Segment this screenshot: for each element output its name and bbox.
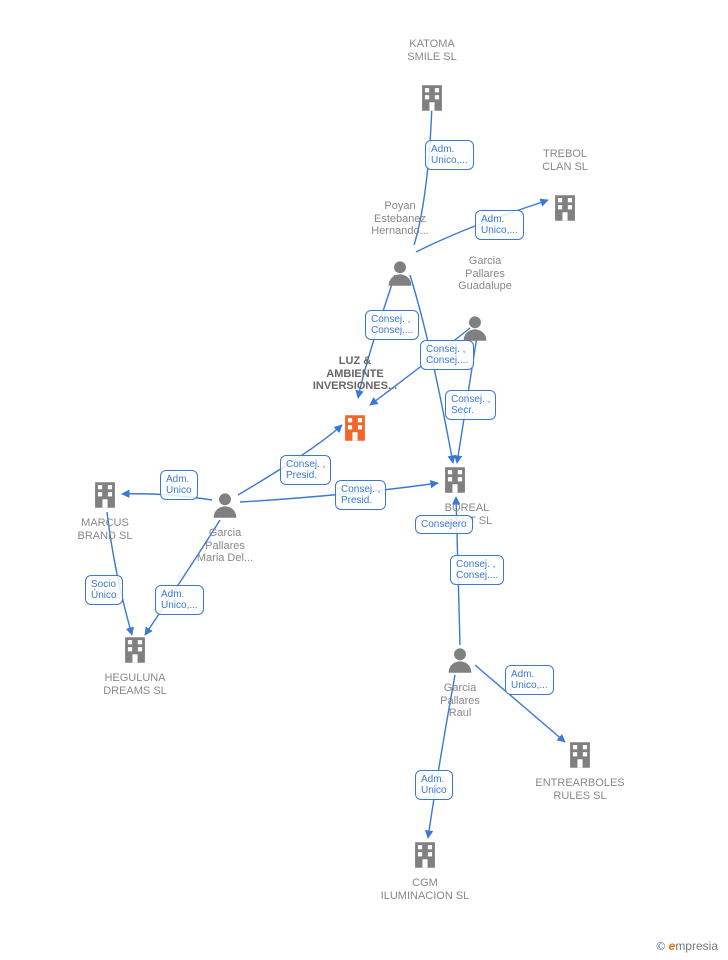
node-label-luz: LUZ & AMBIENTE INVERSIONES... xyxy=(295,355,415,393)
node-heguluna[interactable]: HEGULUNA DREAMS SL xyxy=(75,633,195,697)
copyright-symbol: © xyxy=(656,939,665,953)
edge-label-boreal-raul: Consejero xyxy=(415,515,473,534)
person-icon xyxy=(208,488,242,527)
diagram-canvas: { "type": "network", "background_color":… xyxy=(0,0,728,960)
edge-label-marcus-heguluna: Socio Único xyxy=(85,575,123,605)
node-label-katoma: KATOMA SMILE SL xyxy=(372,38,492,63)
node-label-poyan: Poyan Estebanez Hernando... xyxy=(340,200,460,238)
watermark: © empresia xyxy=(656,939,718,954)
person-icon xyxy=(443,643,477,682)
edge-label-poyan-katoma: Adm. Unico,... xyxy=(425,140,474,170)
edge-label-guadalupe-luz: Consej. , Consej.... xyxy=(420,340,474,370)
edge-label-maria-marcus: Adm. Unico xyxy=(160,470,198,500)
company-icon xyxy=(118,633,152,672)
node-luz[interactable]: LUZ & AMBIENTE INVERSIONES... xyxy=(295,355,415,450)
node-label-heguluna: HEGULUNA DREAMS SL xyxy=(75,672,195,697)
node-entrearb[interactable]: ENTREARBOLES RULES SL xyxy=(520,738,640,802)
edge-label-maria-heguluna: Adm. Unico,... xyxy=(155,585,204,615)
person-icon xyxy=(383,256,417,295)
edge-label-raul-cgm: Adm. Unico xyxy=(415,770,453,800)
node-label-raul: Garcia Pallares Raul xyxy=(400,682,520,720)
node-cgm[interactable]: CGM ILUMINACION SL xyxy=(365,838,485,902)
node-marcus[interactable]: MARCUS BRAND SL xyxy=(45,478,165,542)
company-icon xyxy=(408,838,442,877)
node-label-marcus: MARCUS BRAND SL xyxy=(45,517,165,542)
edge-label-maria-luz: Consej. , Presid. xyxy=(280,455,331,485)
edge-label-raul-boreal: Consej. , Consej.... xyxy=(450,555,504,585)
company-icon xyxy=(438,463,472,502)
edge-label-maria-boreal: Consej. , Presid. xyxy=(335,480,386,510)
company-icon xyxy=(338,411,372,450)
node-label-trebol: TREBOL CLAN SL xyxy=(505,148,625,173)
company-icon xyxy=(548,191,582,230)
company-icon xyxy=(415,81,449,120)
node-guadalupe[interactable]: Garcia Pallares Guadalupe xyxy=(415,255,535,350)
edge-label-poyan-trebol: Adm. Unico,... xyxy=(475,210,524,240)
node-label-maria: Garcia Pallares Maria Del... xyxy=(165,527,285,565)
edge-label-raul-entrearb: Adm. Unico,... xyxy=(505,665,554,695)
edge-label-guadalupe-boreal: Consej. , Secr. xyxy=(445,390,496,420)
node-katoma[interactable]: KATOMA SMILE SL xyxy=(372,38,492,120)
company-icon xyxy=(563,738,597,777)
node-raul[interactable]: Garcia Pallares Raul xyxy=(400,643,520,720)
node-label-guadalupe: Garcia Pallares Guadalupe xyxy=(425,255,545,293)
node-label-cgm: CGM ILUMINACION SL xyxy=(365,877,485,902)
brand-rest: mpresia xyxy=(675,939,718,953)
node-label-entrearb: ENTREARBOLES RULES SL xyxy=(520,777,640,802)
company-icon xyxy=(88,478,122,517)
edge-label-poyan-luz: Consej. , Consej.... xyxy=(365,310,419,340)
